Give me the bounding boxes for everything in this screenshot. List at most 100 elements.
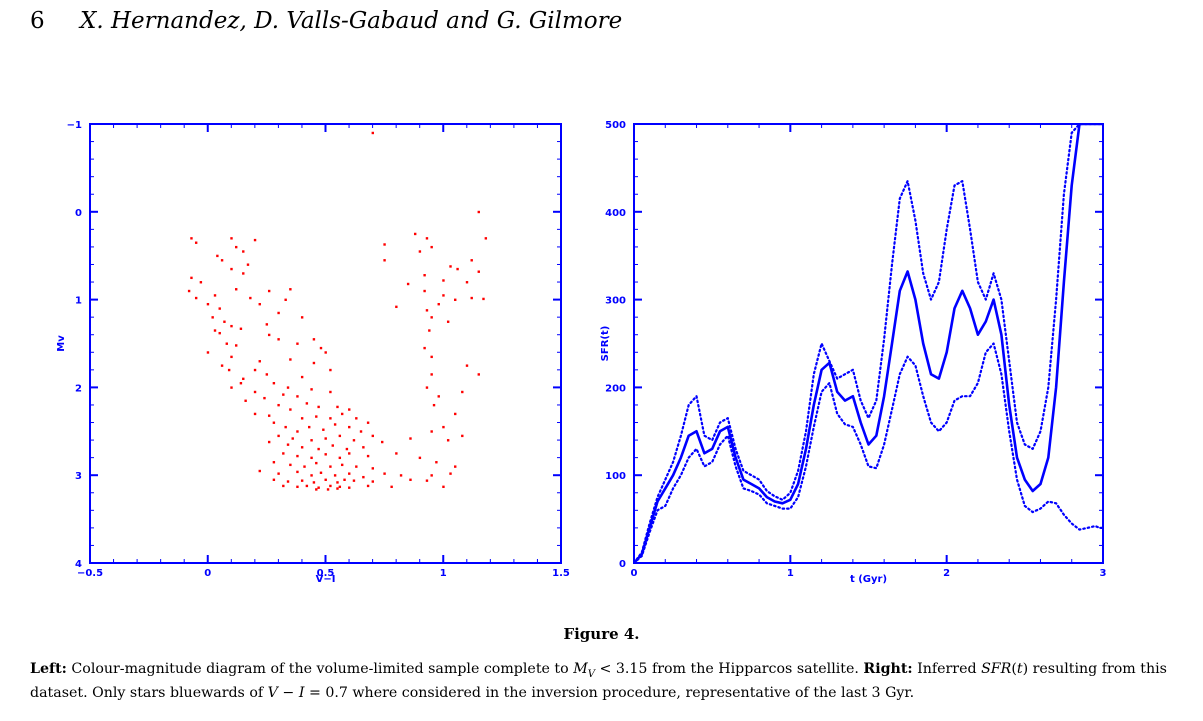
- star-point: [220, 364, 224, 367]
- star-point: [406, 282, 410, 286]
- star-point: [418, 250, 422, 253]
- star-point: [286, 386, 290, 389]
- caption-segment: < 3.15 from the Hipparcos satellite.: [594, 661, 864, 677]
- star-point: [437, 395, 440, 398]
- star-point: [430, 245, 433, 249]
- star-point: [432, 403, 436, 407]
- star-point: [461, 434, 464, 438]
- star-point: [362, 446, 365, 449]
- star-point: [430, 474, 433, 477]
- star-point: [395, 305, 398, 309]
- caption-segment: V: [587, 668, 595, 680]
- star-point: [338, 434, 342, 438]
- star-point: [272, 421, 276, 424]
- sfr-xtick-label: 1: [787, 568, 794, 579]
- star-point: [324, 453, 327, 456]
- star-point: [258, 360, 261, 363]
- star-point: [305, 484, 309, 488]
- sfr-frame: [633, 123, 1104, 564]
- caption-segment: Inferred: [912, 661, 982, 677]
- star-point: [326, 488, 330, 491]
- star-point: [425, 386, 429, 389]
- star-point: [383, 259, 386, 262]
- star-point: [340, 463, 344, 467]
- star-point: [437, 302, 440, 306]
- star-point: [289, 288, 292, 291]
- cmd-xtick-label: 1: [440, 568, 447, 579]
- star-point: [284, 298, 287, 301]
- caption-segment: (: [1011, 661, 1017, 677]
- star-point: [258, 302, 261, 306]
- star-point: [267, 414, 271, 417]
- star-point: [336, 481, 339, 484]
- star-point: [348, 425, 351, 429]
- star-point: [425, 237, 429, 240]
- star-point: [253, 368, 257, 372]
- star-point: [303, 465, 306, 468]
- caption-segment: Colour-magnitude diagram of the volume-l…: [66, 661, 574, 677]
- star-point: [348, 452, 351, 455]
- star-point: [263, 396, 266, 400]
- star-point: [230, 324, 233, 328]
- star-point: [446, 439, 450, 442]
- star-point: [399, 474, 403, 477]
- star-point: [308, 425, 311, 429]
- star-point: [211, 316, 214, 319]
- cmd-xtick-label: 0.5: [317, 568, 335, 579]
- star-point: [296, 485, 299, 489]
- star-point: [230, 237, 233, 240]
- star-point: [289, 358, 292, 361]
- star-point: [249, 296, 252, 300]
- cmd-ytick-label: 3: [75, 471, 82, 482]
- star-point: [267, 333, 271, 337]
- star-point: [329, 484, 332, 488]
- star-point: [317, 486, 320, 489]
- star-point: [277, 434, 280, 438]
- star-point: [286, 480, 290, 483]
- star-point: [348, 408, 351, 411]
- figure-caption: Left: Colour-magnitude diagram of the vo…: [30, 660, 1200, 703]
- star-point: [465, 364, 469, 367]
- star-point: [430, 355, 433, 359]
- star-point: [190, 237, 193, 240]
- star-point: [329, 390, 332, 394]
- star-point: [477, 210, 480, 214]
- sfr-ytick-label: 300: [605, 296, 626, 307]
- star-point: [383, 243, 386, 246]
- page-header: 6 X. Hernandez, D. Valls-Gabaud and G. Gi…: [30, 8, 622, 34]
- star-point: [331, 444, 334, 447]
- star-point: [449, 472, 452, 475]
- star-point: [199, 281, 203, 284]
- star-point: [383, 472, 386, 475]
- star-point: [352, 479, 356, 482]
- star-point: [277, 311, 280, 315]
- star-point: [442, 279, 445, 282]
- star-point: [253, 412, 257, 416]
- caption-segment: M: [573, 661, 588, 677]
- star-point: [289, 408, 292, 411]
- star-point: [310, 439, 313, 442]
- star-point: [267, 289, 271, 293]
- sfr-xlabel: t (Gyr): [850, 574, 887, 585]
- caption-segment: Right:: [863, 661, 913, 677]
- star-point: [324, 478, 327, 481]
- star-point: [277, 472, 280, 475]
- star-point: [300, 316, 304, 319]
- star-point: [423, 274, 426, 277]
- star-point: [253, 390, 257, 394]
- star-point: [267, 440, 271, 444]
- sfr-plot: 0 1 2 3 0 100 200 300 400 500 t (Gyr) SFR(t): [600, 120, 1107, 585]
- cmd-ytick-label: 0: [75, 208, 82, 219]
- star-point: [289, 463, 292, 467]
- star-point: [477, 373, 480, 376]
- star-point: [272, 382, 276, 385]
- cmd-ytick-label: 1: [75, 296, 82, 307]
- star-point: [418, 456, 422, 460]
- star-point: [442, 425, 445, 429]
- star-point: [272, 461, 276, 464]
- cmd-xtick-label: 0: [204, 568, 211, 579]
- star-point: [355, 417, 358, 420]
- star-point: [300, 375, 304, 379]
- star-point: [296, 470, 299, 474]
- star-point: [319, 346, 323, 350]
